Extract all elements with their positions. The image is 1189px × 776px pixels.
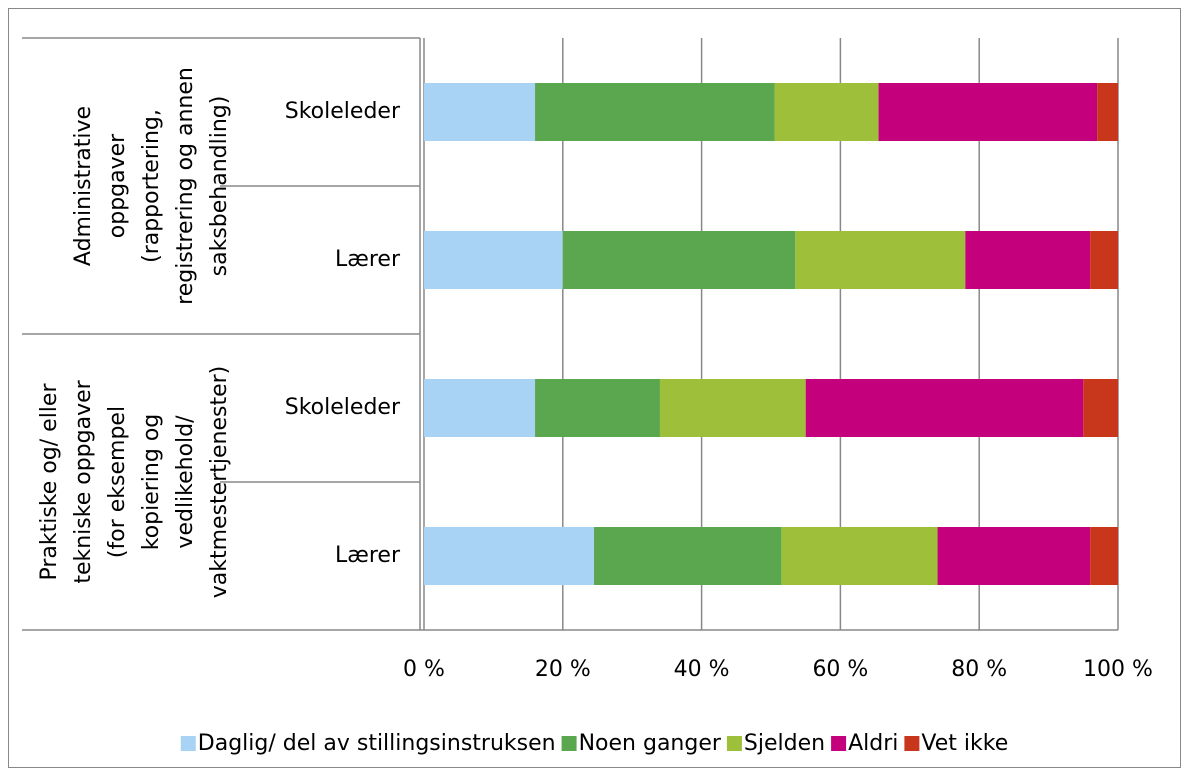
group-label: registrering og annen: [173, 67, 198, 305]
legend-swatch: [561, 736, 577, 751]
legend-label: Sjelden: [744, 731, 825, 756]
bar-segment: [424, 527, 595, 585]
x-tick-label: 0 %: [403, 657, 445, 682]
bar-segment: [1090, 231, 1118, 289]
group-label: oppgaver: [105, 133, 130, 238]
x-tick-label: 60 %: [812, 657, 868, 682]
bar-segment: [424, 83, 536, 141]
bar-segment: [965, 231, 1091, 289]
group-label: Praktiske og/ eller: [37, 383, 62, 581]
legend-label: Vet ikke: [921, 731, 1008, 756]
bar-segment: [937, 527, 1091, 585]
bar-segment: [1083, 379, 1118, 437]
bar-segment: [562, 231, 796, 289]
y-tick-label: Skoleleder: [285, 99, 401, 124]
bar-segment: [781, 527, 938, 585]
legend-label: Aldri: [848, 731, 898, 756]
x-tick-label: 20 %: [535, 657, 591, 682]
bar-segment: [1097, 83, 1118, 141]
legend: Daglig/ del av stillingsinstruksen Noen g…: [180, 731, 1008, 756]
y-tick-label: Lærer: [335, 247, 401, 272]
group-label: kopiering og: [139, 414, 164, 551]
x-tick-label: 80 %: [951, 657, 1007, 682]
bar-segment: [805, 379, 1084, 437]
bar-segment: [424, 231, 563, 289]
group-label: Administrative: [71, 106, 96, 266]
group-label: vedlikehold/: [173, 415, 198, 549]
group-label: (for eksempel: [105, 406, 130, 558]
legend-swatch: [904, 736, 920, 751]
y-tick-label: Skoleleder: [285, 395, 401, 420]
group-label: vaktmestertjenester): [207, 366, 232, 599]
legend-swatch: [726, 736, 742, 751]
x-tick-label: 40 %: [674, 657, 730, 682]
group-label: tekniske oppgaver: [71, 379, 96, 583]
legend-label: Daglig/ del av stillingsinstruksen: [198, 731, 556, 756]
group-label: saksbehandling): [207, 96, 232, 277]
legend-swatch: [831, 736, 847, 751]
bar-segment: [878, 83, 1098, 141]
legend-swatch: [180, 736, 196, 751]
bar-segment: [535, 379, 660, 437]
legend-label: Noen ganger: [579, 731, 722, 756]
bar-segment: [795, 231, 966, 289]
group-label: (rapportering,: [139, 109, 164, 263]
bar-segment: [594, 527, 782, 585]
bar-segment: [774, 83, 879, 141]
x-tick-label: 100 %: [1083, 657, 1153, 682]
y-tick-label: Lærer: [335, 543, 401, 568]
bar-segment: [424, 379, 536, 437]
bar-segment: [535, 83, 775, 141]
bar-segment: [659, 379, 806, 437]
bar-segment: [1090, 527, 1118, 585]
